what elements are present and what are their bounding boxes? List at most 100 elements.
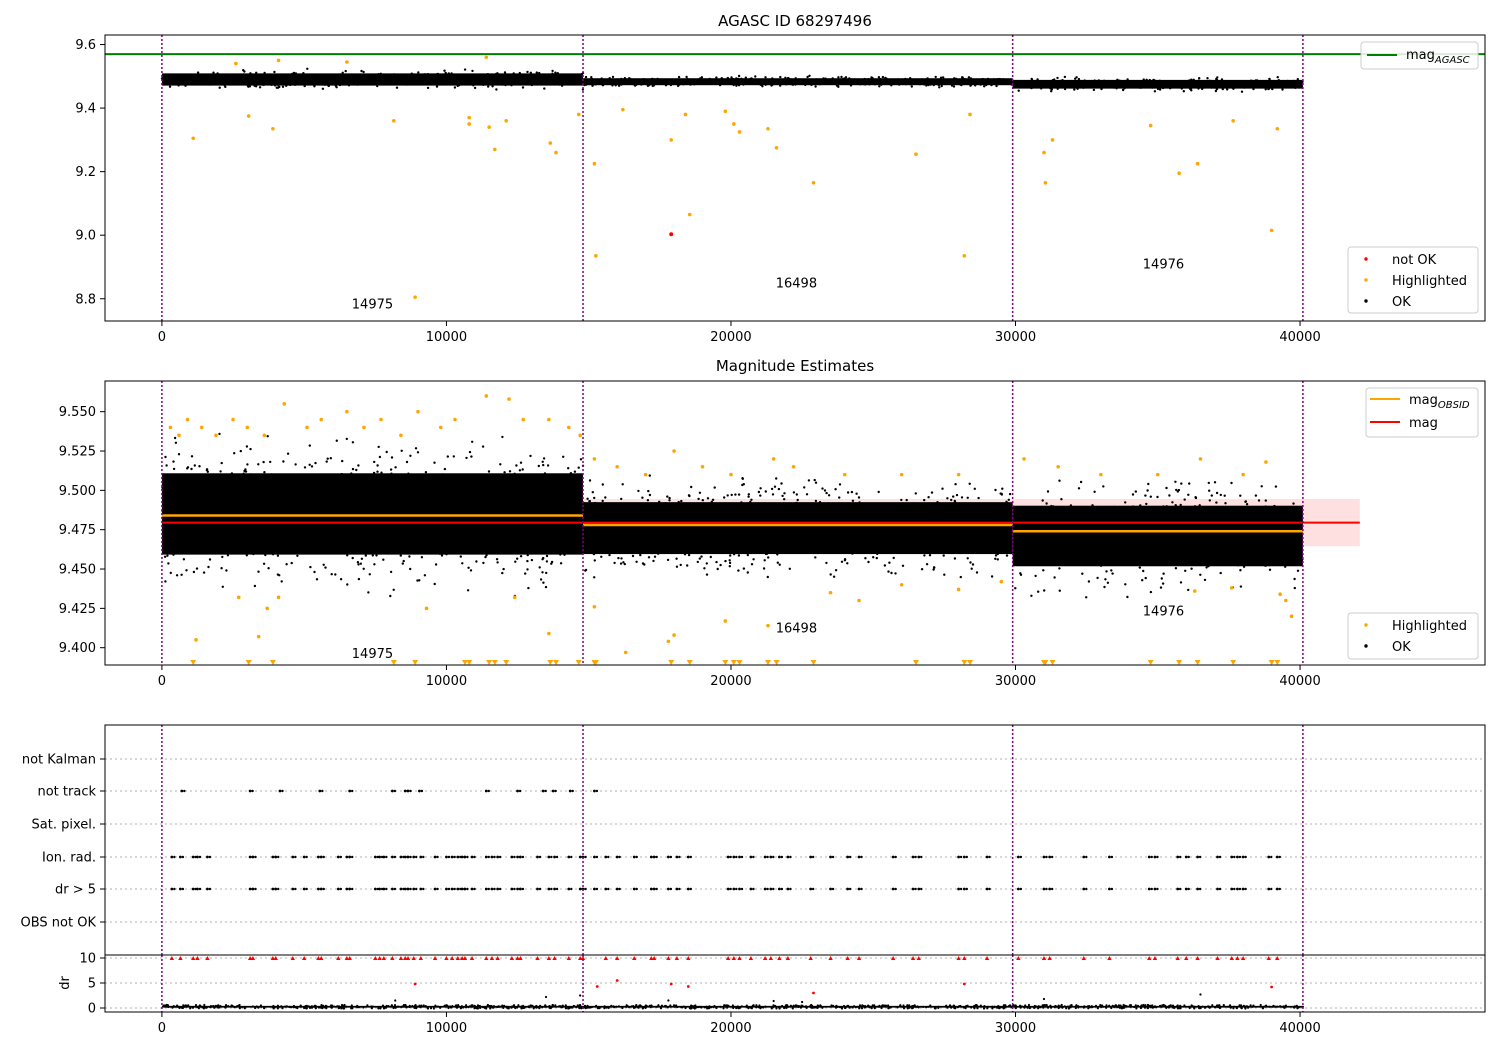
ok-point [317, 510, 320, 514]
off-scale-marker [461, 660, 468, 665]
ok-point [1148, 523, 1152, 527]
ok-point [882, 543, 886, 547]
flag-point [595, 855, 599, 859]
flag-point [336, 855, 340, 859]
ok-point [511, 79, 515, 82]
flag-point [294, 887, 297, 891]
ok-point [1289, 532, 1293, 535]
highlighted-point [566, 425, 571, 430]
ok-point [1182, 90, 1186, 93]
ok-point [492, 508, 495, 511]
ok-point [317, 488, 320, 492]
flag-point [988, 855, 991, 859]
ok-point [199, 493, 203, 496]
ok-point [1049, 546, 1053, 549]
ok-point [1111, 550, 1115, 554]
ok-point [1163, 548, 1166, 551]
ok-point [164, 76, 167, 79]
ok-point [1025, 557, 1029, 560]
ok-point [237, 518, 241, 521]
ok-point [591, 535, 594, 539]
ok-point [703, 78, 707, 81]
ok-point [851, 552, 854, 555]
ok-point [501, 489, 504, 492]
ok-point [553, 543, 557, 546]
ok-point [737, 493, 741, 496]
ok-point [364, 523, 367, 526]
ok-point [501, 81, 505, 84]
ok-point [429, 507, 433, 510]
ok-point [249, 72, 252, 75]
ok-point [336, 80, 340, 83]
ok-point [202, 489, 206, 492]
flag-point [484, 855, 488, 859]
ok-point [942, 510, 945, 514]
ok-point [407, 472, 410, 475]
ok-point [770, 536, 773, 539]
ok-point [1170, 547, 1173, 550]
ok-point [677, 541, 680, 544]
ok-point [808, 74, 811, 78]
ok-point [787, 516, 791, 520]
ok-point [529, 78, 532, 81]
ok-point [325, 80, 328, 84]
ok-point [186, 466, 190, 469]
ok-point [628, 505, 631, 508]
ok-point [747, 79, 750, 82]
ok-point [688, 80, 691, 84]
ok-point [436, 73, 439, 76]
ok-point [307, 508, 310, 511]
ok-point [737, 512, 741, 516]
ok-point [642, 548, 645, 551]
flag-point [510, 855, 514, 859]
ok-point [1105, 552, 1108, 555]
ok-point [1223, 494, 1226, 497]
ok-point [512, 72, 515, 75]
ok-point [455, 491, 459, 494]
ok-point [836, 504, 840, 508]
ok-point [255, 71, 258, 75]
flag-point [914, 855, 917, 859]
ok-point [270, 485, 273, 488]
ok-point [540, 73, 543, 77]
ok-point [1260, 485, 1263, 488]
ok-point [386, 81, 389, 85]
flag-point [399, 887, 403, 891]
ok-point [422, 539, 425, 542]
ok-point [1025, 549, 1028, 552]
flag-point [536, 887, 539, 891]
ok-point [497, 511, 501, 515]
ok-core [161, 473, 584, 555]
ok-point [358, 534, 361, 537]
ok-point [1093, 80, 1096, 83]
ok-point [673, 512, 677, 515]
ok-point [343, 487, 346, 491]
ok-point [562, 82, 566, 86]
ok-point [741, 79, 745, 83]
x-ticks: 0 10000 20000 30000 40000 [158, 665, 1321, 689]
ok-point [861, 81, 865, 84]
ok-point [653, 555, 657, 558]
ok-point [1057, 85, 1061, 88]
flag-point [1275, 855, 1279, 859]
flag-point [1147, 855, 1151, 859]
legend-highlighted: Highlighted [1392, 619, 1467, 634]
ok-point [394, 524, 398, 527]
ok-point [524, 525, 527, 528]
ok-point [201, 509, 204, 512]
highlighted-point [271, 126, 275, 131]
ok-point [925, 563, 929, 566]
ok-point [330, 573, 333, 576]
flag-point [772, 887, 775, 891]
off-scale-marker [1274, 660, 1281, 665]
ok-point [896, 78, 900, 81]
ok-point [943, 82, 947, 86]
ok-point [510, 84, 513, 87]
ok-point [416, 579, 419, 582]
flag-point [568, 789, 572, 793]
ok-point [973, 81, 976, 84]
ok-point [1175, 81, 1178, 84]
ok-dr-point [224, 1006, 227, 1009]
flag-point [541, 789, 545, 793]
